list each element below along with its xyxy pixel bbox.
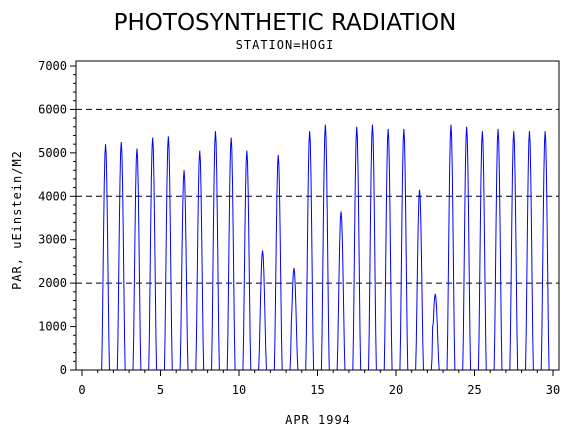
plot-frame: [75, 60, 560, 371]
y-tick-label: 4000: [38, 189, 67, 203]
series-line: [97, 124, 553, 371]
y-axis: 0 1000 2000 3000 4000 5000 6000 7000: [38, 59, 76, 377]
y-tick-label: 6000: [38, 102, 67, 116]
x-tick-label: 30: [546, 383, 560, 397]
x-tick-label: 5: [157, 383, 164, 397]
y-tick-label: 3000: [38, 233, 67, 247]
y-tick-label: 5000: [38, 146, 67, 160]
x-axis-label: APR 1994: [285, 413, 351, 427]
x-axis: 0 5 10 15 20 25 30: [78, 370, 560, 397]
chart-title: PHOTOSYNTHETIC RADIATION: [114, 10, 457, 36]
x-tick-label: 25: [467, 383, 481, 397]
y-tick-label: 1000: [38, 320, 67, 334]
x-tick-label: 20: [389, 383, 403, 397]
x-tick-label: 10: [232, 383, 246, 397]
x-tick-label: 15: [310, 383, 324, 397]
x-tick-label: 0: [78, 383, 85, 397]
series-par: [97, 124, 553, 371]
y-tick-label: 0: [60, 363, 67, 377]
y-tick-label: 2000: [38, 276, 67, 290]
y-axis-label: PAR, uEinstein/M2: [10, 150, 24, 290]
reference-lines: [76, 108, 559, 284]
chart-subtitle: STATION=HOGI: [236, 38, 335, 52]
y-tick-label: 7000: [38, 59, 67, 73]
